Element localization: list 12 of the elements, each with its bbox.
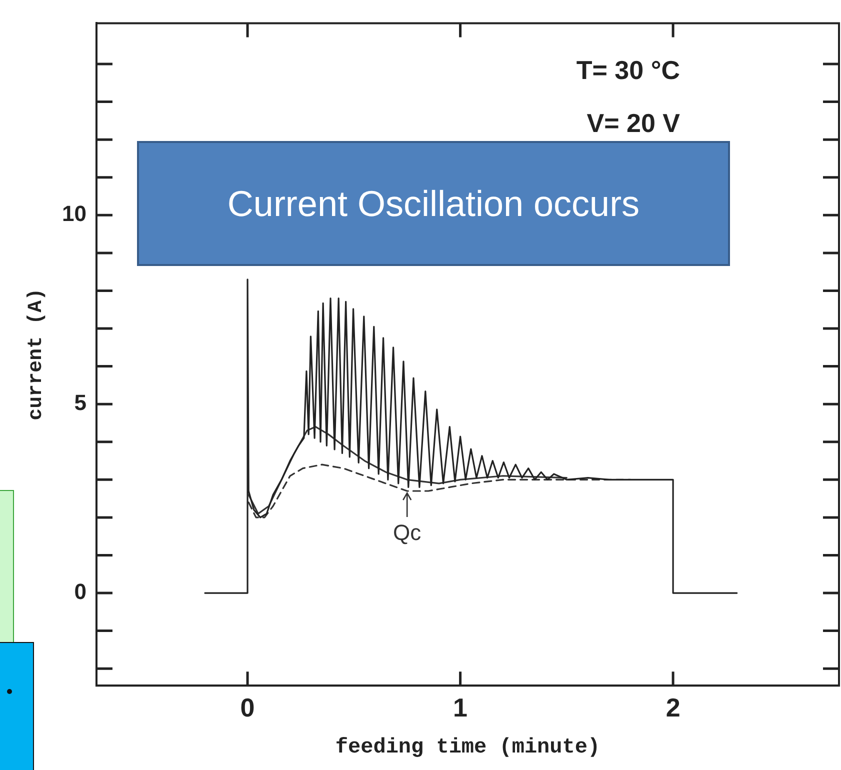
annotation: Qc	[393, 520, 422, 546]
y-tick-label: 5	[74, 390, 86, 416]
annotation: T= 30 °C	[576, 55, 680, 86]
annotation: V= 20 V	[586, 108, 680, 139]
y-axis-title: current (A)	[25, 288, 48, 420]
y-tick-label: 10	[62, 201, 86, 226]
callout-box: Current Oscillation occurs	[137, 141, 730, 266]
x-tick-label: 2	[666, 692, 680, 722]
y-tick-label: 0	[74, 579, 86, 604]
x-tick-label: 0	[240, 692, 255, 722]
x-axis-title: feeding time (minute)	[335, 736, 600, 760]
x-tick-label: 1	[453, 692, 468, 722]
